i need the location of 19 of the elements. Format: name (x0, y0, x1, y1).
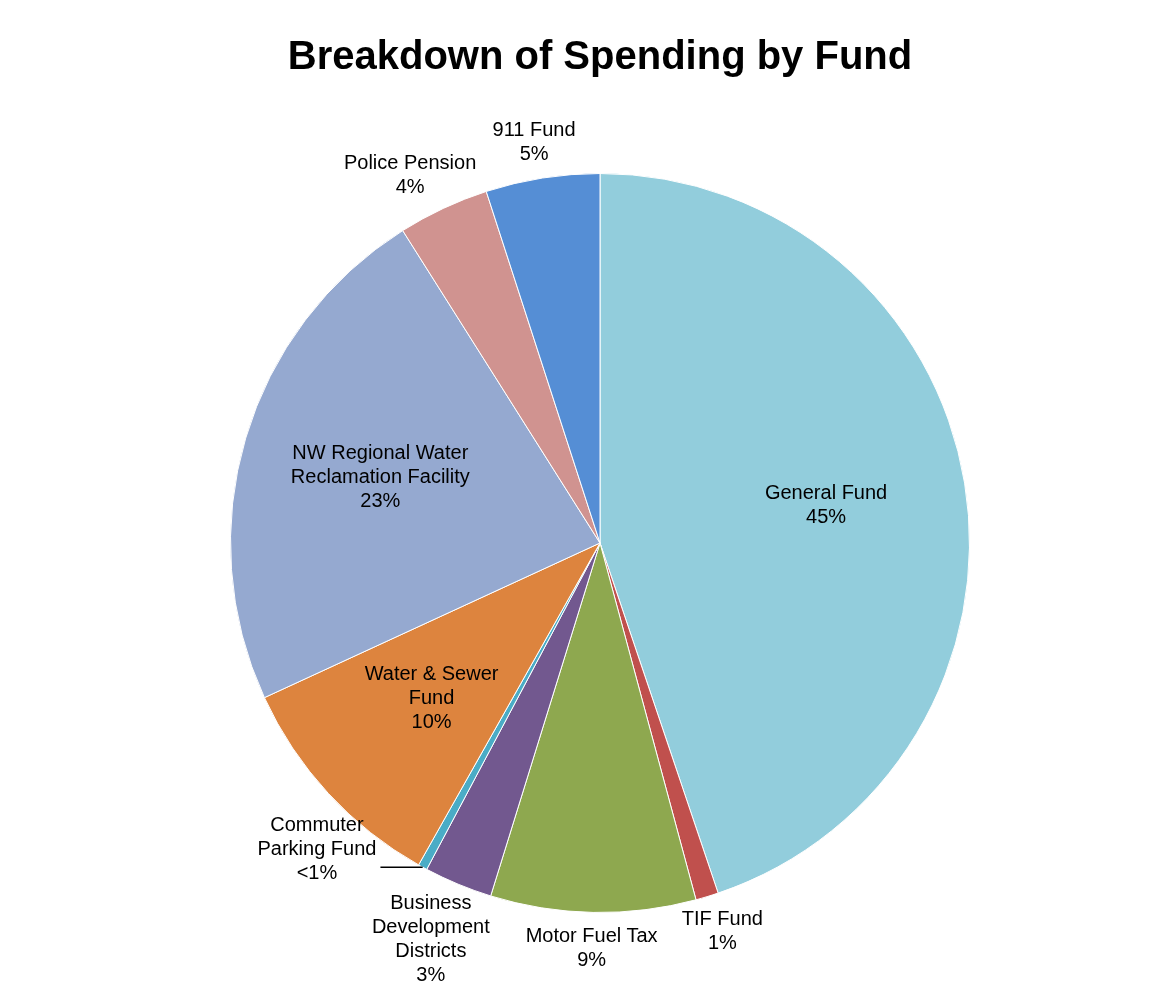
slice-label: NW Regional Water Reclamation Facility (290, 441, 470, 488)
data-label: 45% (806, 505, 847, 528)
data-label: 9% (577, 947, 607, 970)
slice-label: Commuter Parking Fund (257, 813, 377, 860)
data-label: 10% (411, 709, 452, 732)
slice-label: Business Development Districts (371, 891, 491, 962)
slice-label: TIF Fund (681, 906, 763, 929)
slice-label: Police Pension (343, 151, 477, 174)
chart-title: Breakdown of Spending by Fund (287, 33, 913, 78)
data-label: 4% (395, 175, 425, 198)
data-label: 1% (707, 930, 738, 953)
slice-label: Water & Sewer Fund (364, 661, 499, 708)
slice-label: General Fund (764, 481, 888, 504)
slice-label: Motor Fuel Tax (525, 923, 658, 946)
data-label: 5% (519, 141, 549, 164)
slice-label: 911 Fund (492, 117, 576, 140)
data-label: 3% (416, 963, 446, 986)
data-label: <1% (296, 861, 338, 884)
data-label: 23% (360, 489, 401, 512)
